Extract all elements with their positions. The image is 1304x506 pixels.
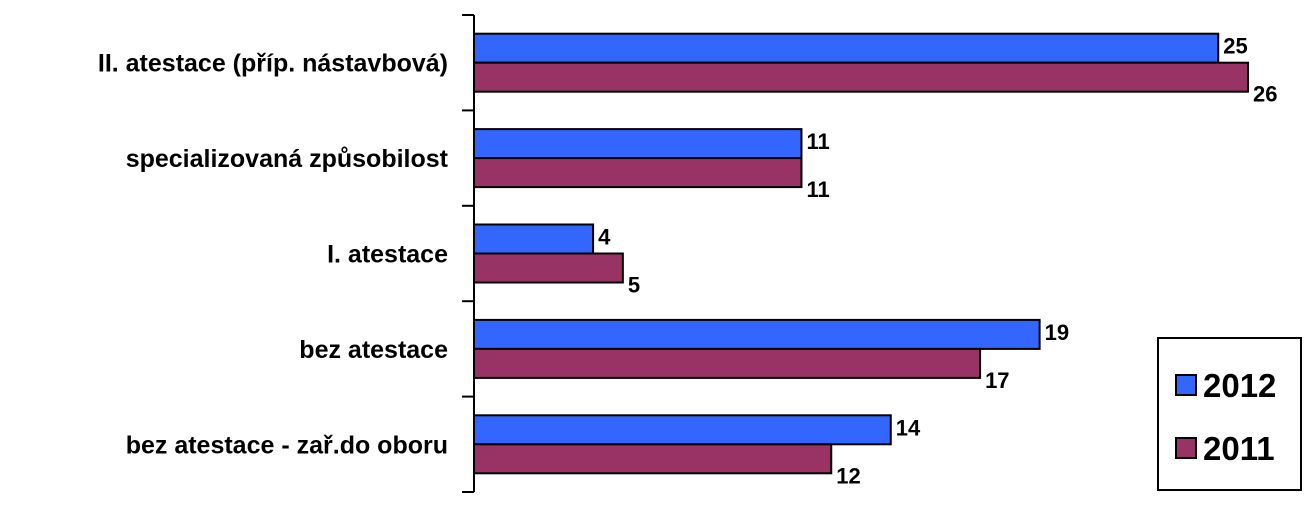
bar-2011 [473, 347, 982, 379]
data-label-2012: 14 [896, 415, 921, 440]
data-label-2011: 26 [1253, 82, 1277, 107]
bar-2012 [473, 414, 892, 446]
axis-layer [462, 14, 475, 493]
category-label: bez atestace - zař.do oboru [126, 431, 448, 459]
legend: 2012 2011 [1157, 337, 1302, 491]
bars-layer [473, 32, 1249, 475]
bar-2012 [473, 223, 595, 255]
category-label: specializovaná způsobilost [126, 145, 449, 173]
legend-label-2011: 2011 [1203, 430, 1275, 467]
data-label-2012: 4 [598, 225, 611, 250]
bar-2011 [473, 443, 833, 475]
category-label: bez atestace [299, 336, 448, 364]
data-label-2012: 19 [1045, 320, 1069, 345]
bar-2011 [473, 157, 803, 189]
bar-2012 [473, 128, 803, 160]
legend-swatch-2011 [1175, 437, 1197, 459]
category-label: I. atestace [327, 241, 448, 269]
bar-2011 [473, 252, 624, 284]
legend-label-2012: 2012 [1203, 367, 1276, 404]
bar-2012 [473, 32, 1220, 64]
data-label-2011: 12 [836, 463, 860, 488]
data-label-2012: 25 [1223, 34, 1247, 59]
data-label-2011: 11 [806, 177, 829, 202]
bar-2012 [473, 318, 1041, 350]
legend-box [1157, 337, 1302, 491]
bar-2011 [473, 61, 1249, 93]
data-label-2012: 11 [806, 129, 829, 154]
data-label-2011: 5 [628, 273, 640, 298]
category-label: II. atestace (příp. nástavbová) [98, 50, 448, 78]
data-label-2011: 17 [985, 368, 1009, 393]
legend-swatch-2012 [1175, 374, 1197, 396]
